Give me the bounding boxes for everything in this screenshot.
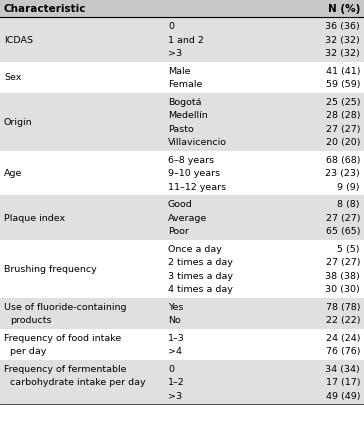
Text: Use of fluoride-containing: Use of fluoride-containing	[4, 302, 127, 311]
Text: 3 times a day: 3 times a day	[168, 271, 233, 280]
Text: carbohydrate intake per day: carbohydrate intake per day	[10, 377, 146, 386]
Text: 30 (30): 30 (30)	[325, 285, 360, 294]
Text: 32 (32): 32 (32)	[325, 36, 360, 45]
Bar	[0, 93, 364, 151]
Text: Brushing frequency: Brushing frequency	[4, 265, 97, 273]
Text: 1–3: 1–3	[168, 333, 185, 342]
Text: 38 (38): 38 (38)	[325, 271, 360, 280]
Bar	[0, 298, 364, 329]
Text: 6–8 years: 6–8 years	[168, 155, 214, 164]
Text: 25 (25): 25 (25)	[325, 98, 360, 106]
Text: 36 (36): 36 (36)	[325, 22, 360, 31]
Text: 11–12 years: 11–12 years	[168, 182, 226, 191]
Text: 27 (27): 27 (27)	[325, 124, 360, 133]
Text: 65 (65): 65 (65)	[325, 227, 360, 236]
Bar	[0, 360, 364, 404]
Text: >3: >3	[168, 391, 182, 400]
Bar	[0, 240, 364, 298]
Text: 23 (23): 23 (23)	[325, 169, 360, 178]
Text: Sex: Sex	[4, 73, 21, 82]
Text: Frequency of food intake: Frequency of food intake	[4, 333, 121, 342]
Bar	[0, 329, 364, 360]
Text: 20 (20): 20 (20)	[325, 138, 360, 147]
Text: Origin: Origin	[4, 118, 33, 127]
Text: per day: per day	[10, 346, 46, 355]
Text: 24 (24): 24 (24)	[325, 333, 360, 342]
Text: Once a day: Once a day	[168, 244, 222, 253]
Text: Frequency of fermentable: Frequency of fermentable	[4, 364, 127, 373]
Text: 9–10 years: 9–10 years	[168, 169, 220, 178]
Text: Plaque index: Plaque index	[4, 213, 65, 222]
Text: No: No	[168, 316, 181, 325]
Text: 28 (28): 28 (28)	[325, 111, 360, 120]
Text: Female: Female	[168, 80, 202, 89]
Text: 5 (5): 5 (5)	[335, 244, 360, 253]
Text: 4 times a day: 4 times a day	[168, 285, 233, 294]
Text: 27 (27): 27 (27)	[325, 258, 360, 267]
Text: Bogotá: Bogotá	[168, 98, 202, 106]
Text: Average: Average	[168, 213, 207, 222]
Bar	[0, 0, 364, 18]
Text: Medellín: Medellín	[168, 111, 208, 120]
Text: N (%): N (%)	[328, 4, 360, 14]
Text: Age: Age	[4, 169, 22, 178]
Text: 59 (59): 59 (59)	[325, 80, 360, 89]
Text: 78 (78): 78 (78)	[325, 302, 360, 311]
Text: 68 (68): 68 (68)	[325, 155, 360, 164]
Text: 1–2: 1–2	[168, 377, 185, 386]
Text: 1 and 2: 1 and 2	[168, 36, 204, 45]
Text: 49 (49): 49 (49)	[325, 391, 360, 400]
Text: ICDAS: ICDAS	[4, 36, 33, 45]
Bar	[0, 151, 364, 196]
Text: 32 (32): 32 (32)	[325, 49, 360, 58]
Text: >3: >3	[168, 49, 182, 58]
Text: 8 (8): 8 (8)	[335, 200, 360, 209]
Text: 27 (27): 27 (27)	[325, 213, 360, 222]
Text: Good: Good	[168, 200, 193, 209]
Text: >4: >4	[168, 346, 182, 355]
Text: products: products	[10, 316, 51, 325]
Bar	[0, 62, 364, 93]
Text: Pasto: Pasto	[168, 124, 194, 133]
Text: 2 times a day: 2 times a day	[168, 258, 233, 267]
Text: 22 (22): 22 (22)	[325, 316, 360, 325]
Text: 76 (76): 76 (76)	[325, 346, 360, 355]
Text: 9 (9): 9 (9)	[335, 182, 360, 191]
Text: Characteristic: Characteristic	[4, 4, 87, 14]
Text: Yes: Yes	[168, 302, 183, 311]
Bar	[0, 196, 364, 240]
Text: Villavicencio: Villavicencio	[168, 138, 227, 147]
Text: 0: 0	[168, 364, 174, 373]
Text: Poor: Poor	[168, 227, 189, 236]
Text: 34 (34): 34 (34)	[325, 364, 360, 373]
Text: 17 (17): 17 (17)	[325, 377, 360, 386]
Bar	[0, 18, 364, 62]
Text: 41 (41): 41 (41)	[325, 66, 360, 75]
Text: 0: 0	[168, 22, 174, 31]
Text: Male: Male	[168, 66, 190, 75]
